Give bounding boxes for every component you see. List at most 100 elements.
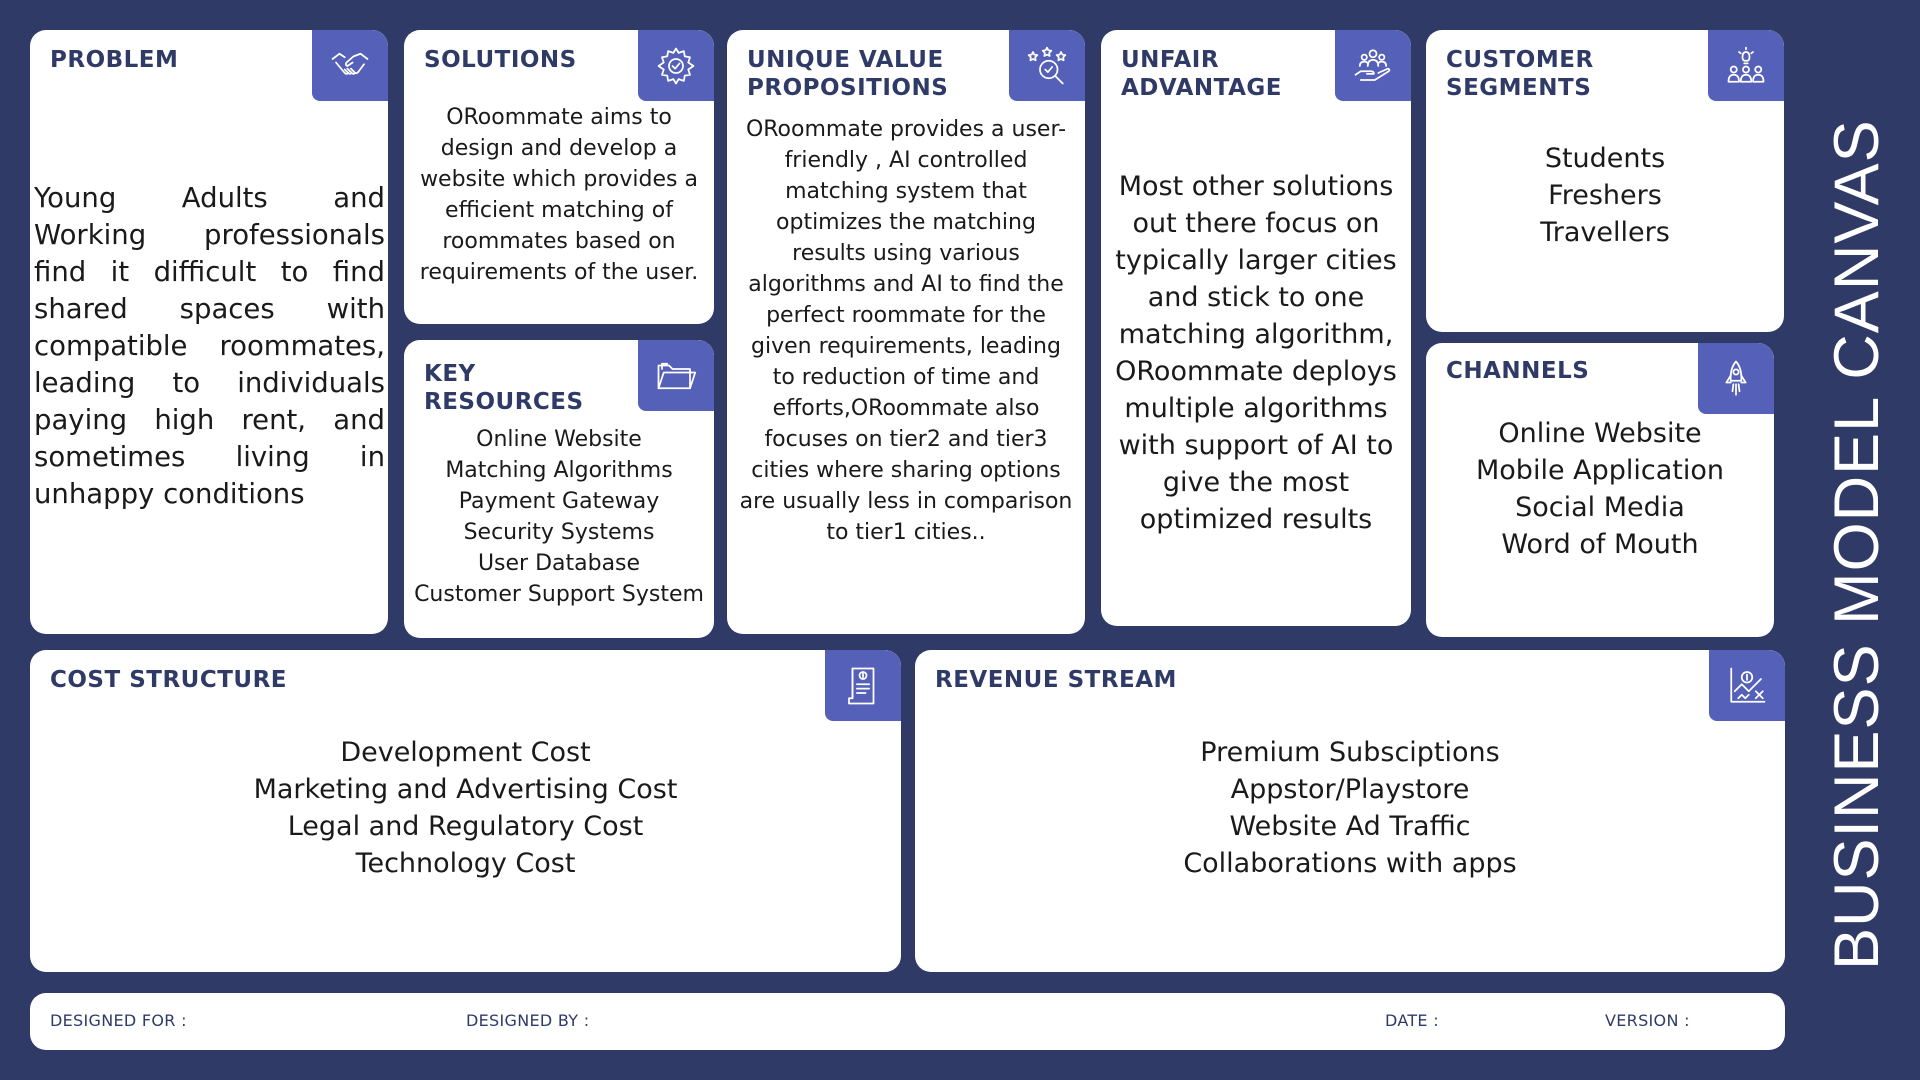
footer-bar: DESIGNED FOR : DESIGNED BY : DATE : VERS… [30,993,1785,1050]
handshake-icon [331,52,369,75]
problem-title: PROBLEM [50,47,179,73]
solutions-title: SOLUTIONS [424,47,577,73]
unfair-advantage-line: typically larger cities [1115,245,1397,276]
key-resources-item: Customer Support System [414,582,704,607]
customer-segments-card: CUSTOMER SEGMENTS Students Freshers Trav… [1426,30,1784,332]
revenue-stream-title: REVENUE STREAM [935,667,1177,693]
designed-by-label: DESIGNED BY : [466,1011,590,1030]
customer-segments-icon-box [1708,30,1784,101]
unfair-advantage-line: give the most [1162,467,1350,498]
uvp-title: UNIQUE VALUE PROPOSITIONS [747,46,948,102]
customer-segments-list: Students Freshers Travellers [1426,140,1784,251]
revenue-item: Appstor/Playstore [1230,774,1470,805]
uvp-card: UNIQUE VALUE PROPOSITIONS ORoommate prov… [727,30,1085,634]
channels-list: Online Website Mobile Application Social… [1426,415,1774,563]
revenue-stream-list: Premium Subsciptions Appstor/Playstore W… [915,734,1785,882]
solutions-line: requirements of the user. [419,260,699,285]
designed-for-label: DESIGNED FOR : [50,1011,187,1030]
unfair-advantage-title-line2: ADVANTAGE [1121,75,1282,101]
revenue-chart-icon [1730,667,1766,703]
key-resources-title-line1: KEY [424,361,476,387]
problem-card: PROBLEM Young Adults and Working profess… [30,30,388,634]
cost-item: Legal and Regulatory Cost [287,811,644,842]
key-resources-item: Payment Gateway [458,489,660,514]
unfair-advantage-line: and stick to one [1147,282,1365,313]
revenue-item: Website Ad Traffic [1229,811,1471,842]
customer-segment-item: Travellers [1540,217,1670,248]
solutions-text: ORoommate aims to design and develop a w… [408,102,710,288]
key-resources-card: KEY RESOURCES Online Website Matching Al… [404,340,714,638]
uvp-line: friendly , AI controlled [784,148,1028,173]
key-resources-item: Matching Algorithms [445,458,673,483]
revenue-stream-card: REVENUE STREAM Premium Subsciptions Apps… [915,650,1785,972]
unfair-advantage-line: matching algorithm, [1118,319,1394,350]
uvp-line: optimizes the matching [776,210,1036,235]
uvp-title-line1: UNIQUE VALUE [747,47,944,73]
solutions-line: ORoommate aims to [446,105,672,130]
revenue-item: Premium Subsciptions [1200,737,1500,768]
key-resources-item: User Database [477,551,641,576]
solutions-icon-box [638,30,714,101]
uvp-line: given requirements, leading [751,334,1061,359]
uvp-line: efforts,ORoommate also [772,396,1040,421]
uvp-line: cities where sharing options [751,458,1061,483]
folder-icon [657,362,697,389]
invoice-icon [848,667,875,704]
channels-icon-box [1698,343,1774,414]
cost-structure-title: COST STRUCTURE [50,667,287,693]
unfair-advantage-line: out there focus on [1132,208,1380,239]
revenue-stream-icon-box [1709,650,1785,721]
cost-structure-icon-box [825,650,901,721]
key-resources-item: Security Systems [463,520,655,545]
uvp-line: to tier1 cities.. [826,520,986,545]
unfair-advantage-line: ORoommate deploys [1115,356,1397,387]
customer-segments-title-line1: CUSTOMER [1446,47,1594,73]
uvp-line: are usually less in comparison [739,489,1073,514]
customer-segment-item: Students [1544,143,1666,174]
unfair-advantage-line: with support of AI to [1118,430,1394,461]
customer-segments-title-line2: SEGMENTS [1446,75,1592,101]
uvp-line: results using various [792,241,1020,266]
problem-icon-box [312,30,388,101]
cost-structure-list: Development Cost Marketing and Advertisi… [30,734,901,882]
key-resources-icon-box [638,340,714,411]
unfair-advantage-title-line1: UNFAIR [1121,47,1220,73]
canvas-side-title: BUSINESS MODEL CANVAS [1822,119,1892,970]
uvp-line: focuses on tier2 and tier3 [764,427,1048,452]
revenue-item: Collaborations with apps [1183,848,1517,879]
group-idea-icon [1727,46,1765,83]
uvp-title-line2: PROPOSITIONS [747,75,949,101]
value-search-icon [1027,46,1067,84]
uvp-line: matching system that [785,179,1027,204]
unfair-advantage-icon-box [1335,30,1411,101]
uvp-line: algorithms and AI to find the [748,272,1064,297]
key-resources-item: Online Website [476,427,642,452]
key-resources-title: KEY RESOURCES [424,360,584,416]
cost-item: Technology Cost [355,848,576,879]
unfair-advantage-line: multiple algorithms [1124,393,1388,424]
channels-title: CHANNELS [1446,358,1590,384]
date-label: DATE : [1385,1011,1439,1030]
key-resources-title-line2: RESOURCES [424,389,584,415]
cost-item: Marketing and Advertising Cost [253,774,678,805]
customer-segments-title: CUSTOMER SEGMENTS [1446,46,1594,102]
solutions-card: SOLUTIONS ORoommate aims to design and d… [404,30,714,324]
solutions-line: website which provides a [420,167,698,192]
channel-item: Social Media [1515,492,1685,523]
unfair-advantage-title: UNFAIR ADVANTAGE [1121,46,1282,102]
customer-segment-item: Freshers [1548,180,1662,211]
unfair-advantage-line: optimized results [1139,504,1373,535]
channel-item: Mobile Application [1475,455,1724,486]
unfair-advantage-line: Most other solutions [1118,171,1394,202]
uvp-line: perfect roommate for the [766,303,1046,328]
rocket-icon [1725,360,1747,396]
unfair-advantage-text: Most other solutions out there focus on … [1101,168,1411,538]
gear-icon [657,47,695,84]
cost-structure-card: COST STRUCTURE Development Cost Marketin… [30,650,901,972]
channels-card: CHANNELS Online Website Mobile Applicati… [1426,343,1774,637]
hand-people-icon [1354,48,1391,81]
solutions-line: design and develop a [440,136,678,161]
problem-text: Young Adults and Working professionals f… [34,182,385,510]
channel-item: Online Website [1498,418,1702,449]
solutions-line: efficient matching of [445,198,673,223]
